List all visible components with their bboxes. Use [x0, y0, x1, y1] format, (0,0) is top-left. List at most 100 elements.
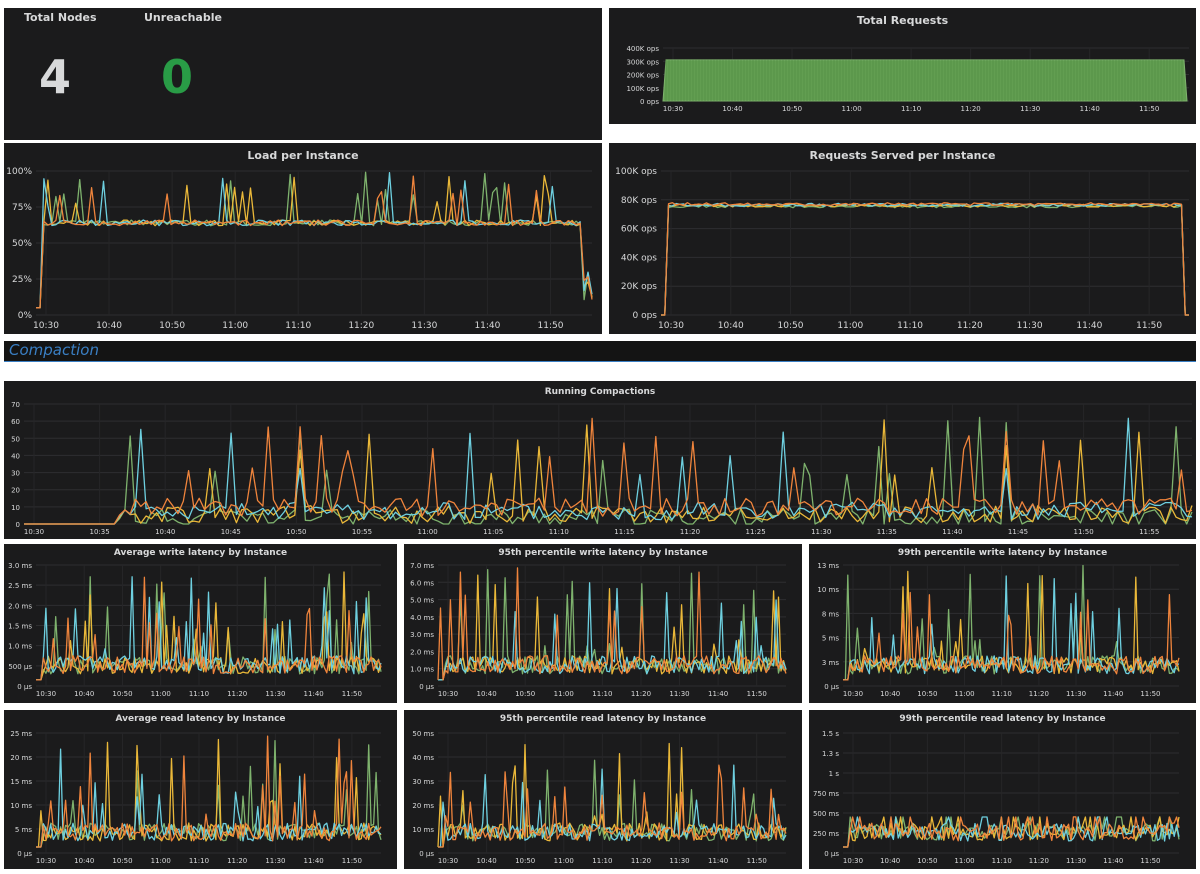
- y-tick-label: 8 ms: [822, 610, 839, 618]
- y-tick-label: 100K ops: [615, 167, 657, 177]
- x-tick-label: 11:10: [189, 690, 209, 698]
- series-line-3: [438, 764, 787, 848]
- p99-read-latency-panel[interactable]: 99th percentile read latency by Instance…: [809, 710, 1196, 869]
- x-tick-label: 11:20: [631, 690, 651, 698]
- x-tick-label: 10:40: [880, 857, 900, 865]
- series-line-1: [661, 203, 1189, 316]
- y-tick-label: 10 ms: [412, 826, 434, 834]
- y-tick-label: 1.0 ms: [8, 643, 32, 651]
- series-line-2: [661, 202, 1189, 316]
- y-tick-label: 6.0 ms: [410, 579, 434, 587]
- y-tick-label: 30: [11, 470, 20, 478]
- y-tick-label: 13 ms: [817, 562, 839, 570]
- load-panel[interactable]: Load per Instance 100% 75% 50% 25% 0% 10:30 10…: [4, 143, 602, 334]
- y-tick-label: 0 ops: [633, 311, 658, 321]
- p99-write-latency-panel[interactable]: 99th percentile write latency by Instanc…: [809, 544, 1196, 703]
- x-tick-label: 11:30: [411, 321, 437, 331]
- p95-read-latency-panel[interactable]: 95th percentile read latency by Instance…: [404, 710, 802, 869]
- requests-served-panel[interactable]: Requests Served per Instance 100K ops 80K…: [609, 143, 1196, 334]
- x-tick-label: 11:00: [954, 857, 974, 865]
- x-tick-label: 10:50: [112, 690, 132, 698]
- x-tick-label: 11:10: [189, 857, 209, 865]
- y-tick-label: 40: [11, 452, 20, 460]
- x-tick-label: 11:00: [418, 528, 438, 536]
- avg-read-latency-panel[interactable]: Average read latency by Instance 25 ms 20…: [4, 710, 397, 869]
- section-title: Compaction: [9, 341, 99, 359]
- x-tick-label: 10:40: [155, 528, 175, 536]
- p99-write-latency-chart: 13 ms 10 ms 8 ms 5 ms 3 ms 0 µs 10:30 10:40 10:5…: [817, 562, 1180, 698]
- x-tick-label: 11:50: [538, 321, 564, 331]
- x-tick-label: 10:50: [782, 105, 802, 113]
- x-tick-label: 11:00: [554, 857, 574, 865]
- y-tick-label: 5.0 ms: [410, 597, 434, 605]
- x-tick-label: 10:40: [880, 690, 900, 698]
- series-line-2: [36, 748, 382, 848]
- y-tick-label: 20K ops: [621, 282, 657, 292]
- running-compactions-panel[interactable]: Running Compactions 70 60 50 40 30 20 10 0 10:30…: [4, 381, 1196, 539]
- x-tick-label: 11:10: [549, 528, 569, 536]
- x-tick-label: 11:30: [1020, 105, 1040, 113]
- x-tick-label: 11:50: [1074, 528, 1094, 536]
- series-line-0: [661, 204, 1189, 316]
- x-tick-label: 11:30: [1066, 690, 1086, 698]
- y-tick-label: 7.0 ms: [410, 562, 434, 570]
- x-tick-label: 11:00: [151, 690, 171, 698]
- y-tick-label: 0 µs: [419, 683, 434, 691]
- stats-panel: Total Nodes 4 Unreachable 0: [4, 8, 602, 140]
- x-tick-label: 11:40: [304, 690, 324, 698]
- y-tick-label: 50 ms: [412, 730, 434, 738]
- x-tick-label: 10:30: [843, 857, 863, 865]
- y-tick-label: 70: [11, 401, 20, 409]
- y-tick-label: 40K ops: [621, 253, 657, 263]
- x-tick-label: 11:50: [342, 690, 362, 698]
- x-tick-label: 11:50: [747, 690, 767, 698]
- x-tick-label: 11:10: [901, 105, 921, 113]
- panel-title: Average read latency by Instance: [115, 714, 286, 724]
- y-tick-label: 0 µs: [17, 683, 32, 691]
- x-tick-label: 11:40: [1103, 857, 1123, 865]
- x-tick-label: 11:40: [1103, 690, 1123, 698]
- series-line-3: [36, 576, 382, 681]
- y-tick-label: 500 ms: [813, 810, 839, 818]
- y-tick-label: 1 s: [829, 770, 840, 778]
- y-tick-label: 0 µs: [824, 850, 839, 858]
- x-tick-label: 11:20: [1029, 690, 1049, 698]
- series-line-1: [36, 174, 593, 309]
- x-tick-label: 11:25: [746, 528, 766, 536]
- x-tick-label: 11:50: [1140, 857, 1160, 865]
- p95-write-latency-panel[interactable]: 95th percentile write latency by Instanc…: [404, 544, 802, 703]
- x-tick-label: 11:10: [592, 857, 612, 865]
- x-tick-label: 11:50: [1139, 105, 1159, 113]
- series-line-3: [661, 202, 1189, 316]
- x-tick-label: 11:10: [285, 321, 311, 331]
- compaction-section-header[interactable]: Compaction: [4, 341, 1196, 362]
- x-tick-label: 11:50: [342, 857, 362, 865]
- x-tick-label: 10:40: [718, 321, 744, 331]
- x-tick-label: 11:10: [992, 690, 1012, 698]
- x-tick-label: 11:40: [708, 690, 728, 698]
- y-tick-label: 750 ms: [813, 790, 839, 798]
- x-tick-label: 11:30: [1066, 857, 1086, 865]
- running-compactions-chart: 70 60 50 40 30 20 10 0 10:30 10:35 10:40 10:45 10:50…: [11, 401, 1193, 536]
- panel-title: 95th percentile write latency by Instanc…: [498, 548, 708, 558]
- y-tick-label: 50%: [12, 239, 32, 249]
- y-tick-label: 60K ops: [621, 225, 657, 235]
- x-tick-label: 11:30: [669, 857, 689, 865]
- avg-write-latency-panel[interactable]: Average write latency by Instance 3.0 ms…: [4, 544, 397, 703]
- y-tick-label: 15 ms: [10, 778, 32, 786]
- x-tick-label: 10:30: [24, 528, 44, 536]
- x-tick-label: 11:40: [1076, 321, 1102, 331]
- x-tick-label: 10:40: [476, 690, 496, 698]
- total-requests-panel[interactable]: Total Requests 400K ops 300K ops 200K ops 1…: [609, 8, 1196, 124]
- x-tick-label: 10:30: [438, 857, 458, 865]
- avg-read-latency-chart: 25 ms 20 ms 15 ms 10 ms 5 ms 0 µs 10:30 10:40 10…: [10, 730, 382, 865]
- x-tick-label: 10:30: [36, 857, 56, 865]
- y-tick-label: 500 µs: [8, 663, 32, 671]
- x-tick-label: 11:10: [592, 690, 612, 698]
- x-tick-label: 10:30: [36, 690, 56, 698]
- x-tick-label: 10:50: [917, 690, 937, 698]
- x-tick-label: 10:40: [722, 105, 742, 113]
- y-tick-label: 1.5 ms: [8, 623, 32, 631]
- x-tick-label: 11:55: [1139, 528, 1159, 536]
- y-tick-label: 300K ops: [626, 58, 659, 66]
